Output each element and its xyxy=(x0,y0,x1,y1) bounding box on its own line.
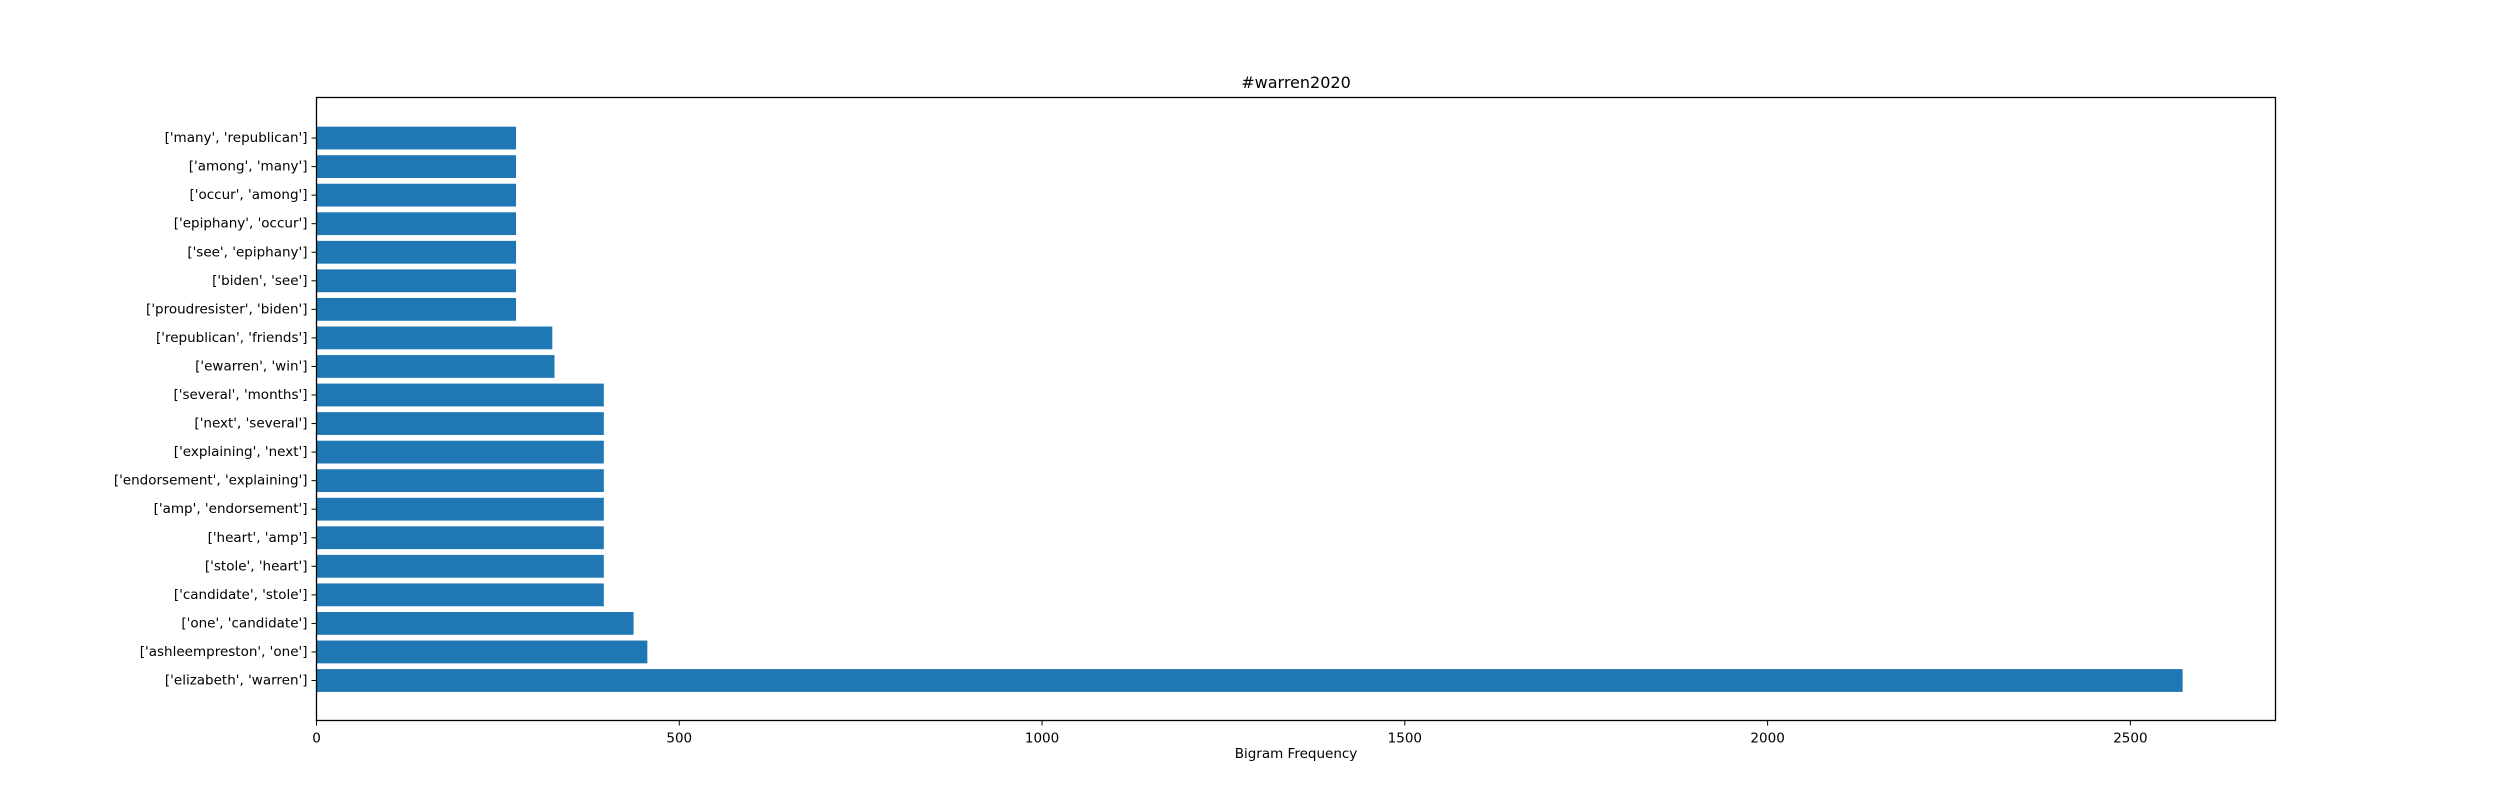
bar xyxy=(316,183,517,207)
bar xyxy=(316,612,634,635)
bar xyxy=(316,326,553,350)
category-label: ['many', 'republican'] xyxy=(165,130,308,146)
bar xyxy=(316,212,517,236)
category-label: ['heart', 'amp'] xyxy=(208,530,308,546)
category-label: ['next', 'several'] xyxy=(194,416,307,432)
category-label: ['ewarren', 'win'] xyxy=(195,358,307,374)
category-label: ['republican', 'friends'] xyxy=(156,330,308,346)
category-label: ['among', 'many'] xyxy=(189,159,308,175)
bar xyxy=(316,297,517,321)
x-tick-label: 1000 xyxy=(1025,731,1059,747)
category-label: ['several', 'months'] xyxy=(173,387,307,403)
x-tick-label: 1500 xyxy=(1388,731,1422,747)
x-axis-ticks: 0 500 1000 1500 2000 2500 xyxy=(312,720,2148,747)
category-label: ['proudresister', 'biden'] xyxy=(146,301,307,317)
category-label: ['epiphany', 'occur'] xyxy=(174,216,308,232)
bar xyxy=(316,669,2183,692)
x-tick-label: 0 xyxy=(312,731,321,747)
bar xyxy=(316,583,604,607)
x-tick-label: 2000 xyxy=(1750,731,1784,747)
category-label: ['ashleempreston', 'one'] xyxy=(140,644,308,660)
bar xyxy=(316,412,604,435)
category-label: ['stole', 'heart'] xyxy=(205,558,308,574)
bar xyxy=(316,126,517,150)
category-label: ['explaining', 'next'] xyxy=(174,444,308,460)
category-label: ['biden', 'see'] xyxy=(212,273,307,289)
bar xyxy=(316,240,517,264)
x-tick-label: 2500 xyxy=(2113,731,2147,747)
x-axis-title: Bigram Frequency xyxy=(1235,746,1358,762)
bar xyxy=(316,269,517,293)
bar-series xyxy=(316,126,2183,692)
category-label: ['endorsement', 'explaining'] xyxy=(114,473,308,489)
bar xyxy=(316,554,604,578)
category-label: ['elizabeth', 'warren'] xyxy=(165,673,308,689)
plot-area-frame xyxy=(315,96,2277,722)
bar xyxy=(316,355,555,378)
x-tick-label: 500 xyxy=(666,731,692,747)
bar xyxy=(316,383,604,407)
category-label: ['see', 'epiphany'] xyxy=(187,244,307,260)
category-label: ['one', 'candidate'] xyxy=(181,615,307,631)
bar xyxy=(316,497,604,521)
bar xyxy=(316,440,604,464)
chart-title: #warren2020 xyxy=(1241,73,1351,92)
bar xyxy=(316,640,648,664)
category-labels: ['elizabeth', 'warren'] ['ashleempreston'… xyxy=(114,130,317,689)
category-label: ['amp', 'endorsement'] xyxy=(154,501,308,517)
bar xyxy=(316,526,604,550)
category-label: ['candidate', 'stole'] xyxy=(174,587,308,603)
category-label: ['occur', 'among'] xyxy=(190,187,308,203)
bar xyxy=(316,469,604,493)
bar xyxy=(316,155,517,178)
